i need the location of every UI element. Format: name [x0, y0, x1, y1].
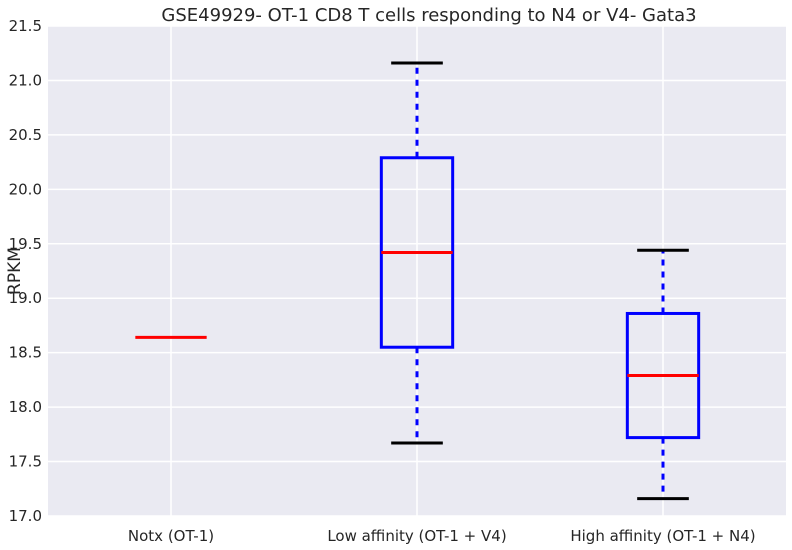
y-tick-label: 20.5 — [9, 126, 42, 144]
x-tick-label: Low affinity (OT-1 + V4) — [327, 527, 506, 545]
y-tick-label: 18.5 — [9, 344, 42, 362]
chart-title: GSE49929- OT-1 CD8 T cells responding to… — [161, 5, 696, 26]
y-tick-label: 17.0 — [9, 507, 42, 525]
y-tick-labels: 17.0 17.5 18.0 18.5 19.0 19.5 20.0 20.5 21.0 21.5 — [9, 17, 42, 525]
y-tick-label: 18.0 — [9, 398, 42, 416]
x-tick-label: Notx (OT-1) — [128, 527, 214, 545]
x-tick-labels: Notx (OT-1) Low affinity (OT-1 + V4) High … — [128, 527, 756, 545]
y-tick-label: 17.5 — [9, 453, 42, 471]
y-tick-label: 19.0 — [9, 289, 42, 307]
box-group — [625, 248, 701, 501]
y-tick-label: 19.5 — [9, 235, 42, 253]
grid-lines — [48, 25, 786, 517]
y-tick-label: 21.5 — [9, 17, 42, 35]
box-group — [379, 61, 455, 445]
boxes-layer — [135, 61, 701, 501]
y-tick-label: 21.0 — [9, 71, 42, 89]
y-axis-label: RPKM — [5, 247, 25, 295]
y-tick-label: 20.0 — [9, 180, 42, 198]
x-tick-label: High affinity (OT-1 + N4) — [570, 527, 755, 545]
